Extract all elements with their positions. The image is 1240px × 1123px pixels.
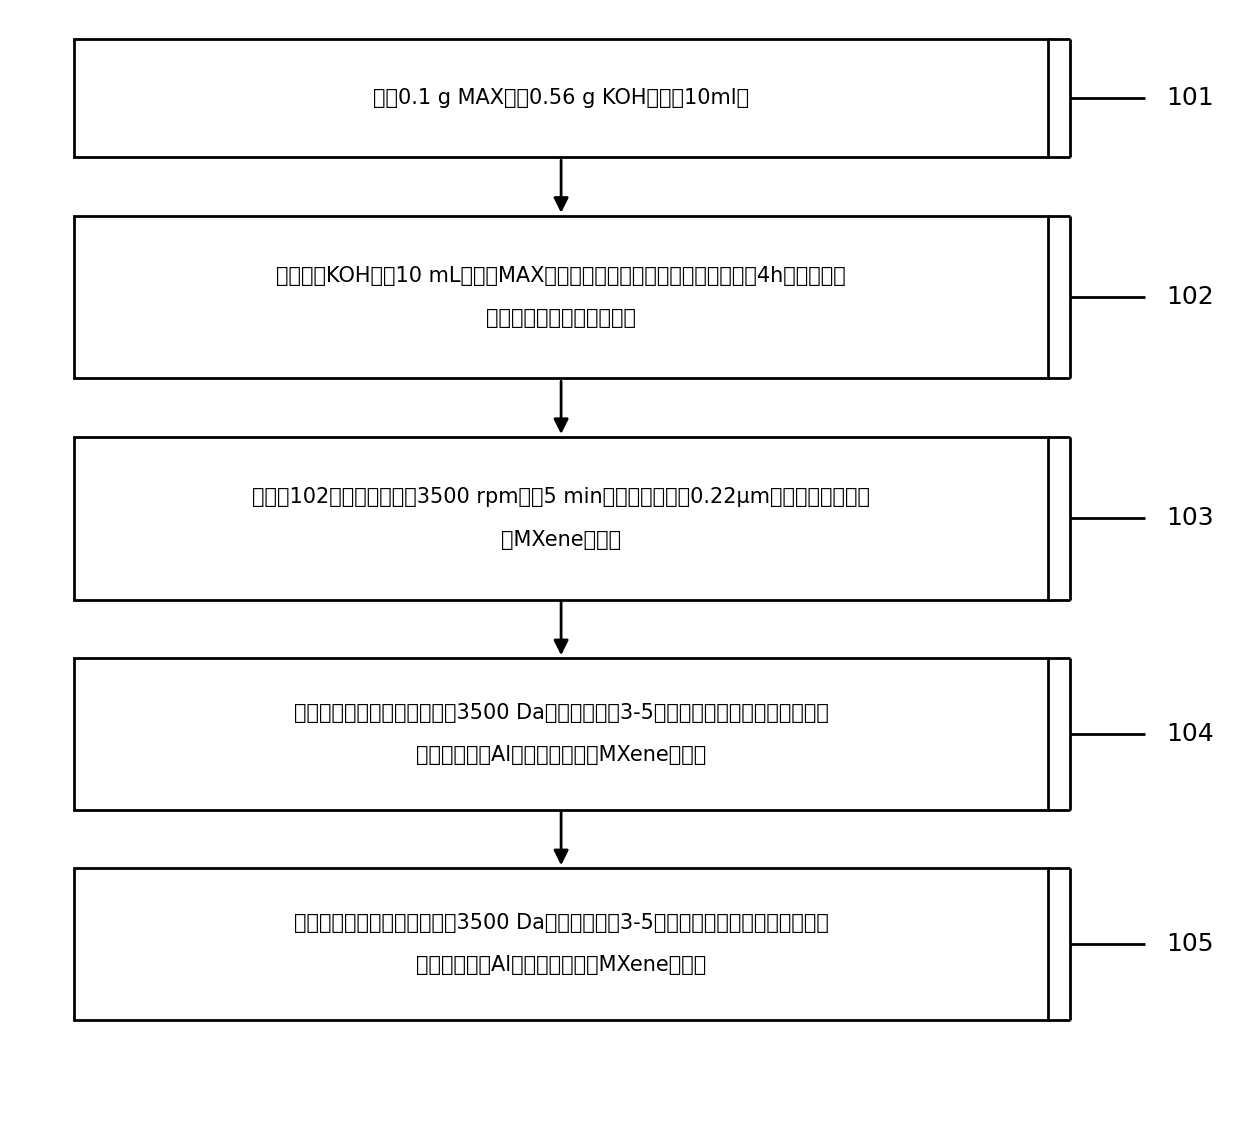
Text: 时间）同时可以辅助以搅拌: 时间）同时可以辅助以搅拌 [486, 309, 636, 328]
Text: 及溶解在水中Al离子，即制备出MXene量子点: 及溶解在水中Al离子，即制备出MXene量子点 [415, 746, 707, 765]
Bar [74, 437, 1048, 600]
Text: 及溶解在水中Al离子，即制备出MXene量子点: 及溶解在水中Al离子，即制备出MXene量子点 [415, 956, 707, 975]
Text: 称量0.1 g MAX相，0.56 g KOH，量取10ml水: 称量0.1 g MAX相，0.56 g KOH，量取10ml水 [373, 89, 749, 108]
Text: 水溶剂下制备的量子点可以在3500 Da的透析袋透析3-5天，可以去除大量的碱性溶液以: 水溶剂下制备的量子点可以在3500 Da的透析袋透析3-5天，可以去除大量的碱性… [294, 913, 828, 932]
Bar [74, 658, 1048, 810]
Text: 到MXene量子点: 到MXene量子点 [501, 530, 621, 549]
Text: 102: 102 [1167, 285, 1214, 309]
Text: 103: 103 [1167, 506, 1214, 530]
Bar [74, 39, 1048, 157]
Text: 将称量的KOH溶于10 mL水后将MAX直接加入碱性溶液中，室温条件下放置4h（或者更长: 将称量的KOH溶于10 mL水后将MAX直接加入碱性溶液中，室温条件下放置4h（… [277, 266, 846, 285]
Text: 104: 104 [1167, 722, 1214, 746]
Text: 水溶剂下制备的量子点可以在3500 Da的透析袋透析3-5天，可以去除大量的碱性溶液以: 水溶剂下制备的量子点可以在3500 Da的透析袋透析3-5天，可以去除大量的碱性… [294, 703, 828, 722]
Text: 101: 101 [1167, 86, 1214, 110]
Text: 将步骤102得到的浑浊液用3500 rpm离心5 min之后，用孔径为0.22μm的过滤器抽滤，得: 将步骤102得到的浑浊液用3500 rpm离心5 min之后，用孔径为0.22μ… [252, 487, 870, 506]
Text: 105: 105 [1167, 932, 1214, 956]
Bar [74, 216, 1048, 378]
Bar [74, 868, 1048, 1020]
